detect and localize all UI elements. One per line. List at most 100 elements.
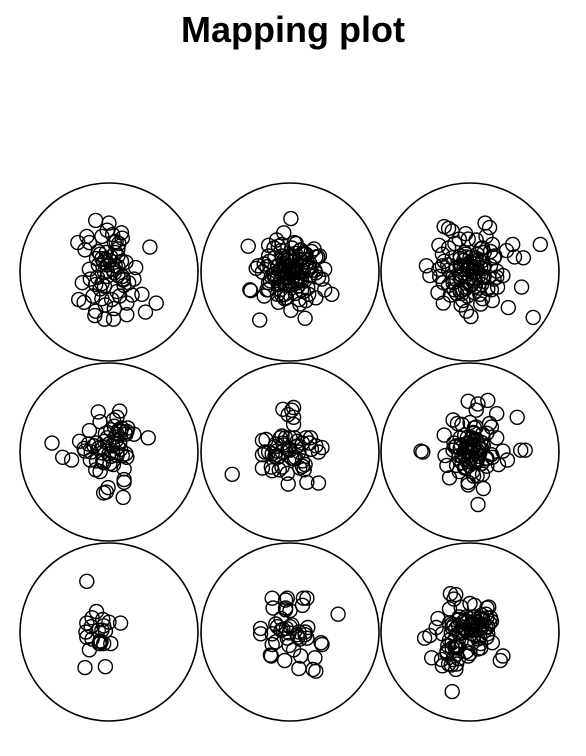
data-point [81,261,98,277]
data-point [99,263,115,279]
data-point [515,250,532,266]
data-point [435,295,451,311]
data-point [449,415,466,432]
node-circle [19,542,199,722]
data-point [500,299,516,316]
data-point [115,272,131,288]
data-point [470,496,486,513]
node-3-1 [19,542,199,722]
data-point [300,619,316,636]
data-point [99,222,115,238]
data-point [466,265,483,281]
data-point [63,452,80,468]
data-point [252,626,269,642]
data-point [444,223,460,239]
data-point [436,427,452,443]
data-point [317,261,333,277]
data-point [465,271,482,287]
data-point [286,234,303,251]
data-point [254,432,271,449]
data-point [274,428,290,444]
data-point [87,276,104,293]
data-point [299,474,315,490]
data-point [268,232,285,248]
data-point [270,238,287,254]
data-point [81,422,98,439]
data-point [308,290,324,306]
data-point [294,597,311,613]
data-point [242,282,258,298]
data-point [525,309,541,326]
data-point [444,683,460,700]
data-point [260,444,277,460]
data-point [441,470,458,486]
data-point [440,240,457,256]
data-point [416,630,433,646]
data-point [265,600,281,616]
data-point [481,219,498,236]
data-point [82,271,99,287]
data-point [446,282,462,298]
data-point [106,234,123,251]
data-point [88,453,105,469]
data-point [434,258,451,274]
data-point [457,439,474,456]
data-point [87,303,104,319]
data-point [77,659,93,676]
node-1-1 [19,182,199,362]
data-point [294,435,311,451]
data-point [97,659,114,675]
node-circle [19,362,199,542]
data-point [79,573,95,589]
data-point [137,304,154,320]
data-point [446,591,462,607]
node-circle [380,362,560,542]
data-point [285,416,302,433]
data-point [308,265,324,281]
data-point [463,308,479,325]
data-point [457,459,474,475]
data-point [297,310,313,326]
data-point [55,449,71,465]
data-point [283,210,299,227]
node-circle [19,182,199,362]
data-point [124,287,140,303]
data-point [297,627,313,643]
data-point [116,471,132,488]
node-1-3 [380,182,560,362]
chart-title: Mapping plot [181,9,405,50]
data-point [285,399,302,416]
data-point [105,311,122,327]
data-point [413,443,429,459]
data-point [264,590,280,606]
data-point [224,466,240,482]
node-circle [200,362,380,542]
data-point [271,462,287,478]
data-point [76,440,92,457]
data-point [479,629,495,645]
data-point [103,291,120,308]
data-point [474,435,491,451]
data-point [445,442,461,458]
node-circle [380,542,560,722]
data-point [260,237,277,254]
data-point [94,445,110,461]
data-point [287,252,303,269]
data-point [433,651,450,668]
data-point [269,449,286,465]
data-point [532,236,548,253]
data-point [495,648,511,664]
data-point [127,259,144,276]
data-point [79,615,95,631]
data-point [479,610,495,626]
data-point [264,636,280,653]
data-point [465,263,481,279]
data-point [430,610,446,627]
data-point [460,448,476,465]
data-point [299,630,315,646]
data-point [95,618,112,634]
data-point [444,640,460,656]
data-point [439,457,455,474]
data-point [456,252,472,269]
